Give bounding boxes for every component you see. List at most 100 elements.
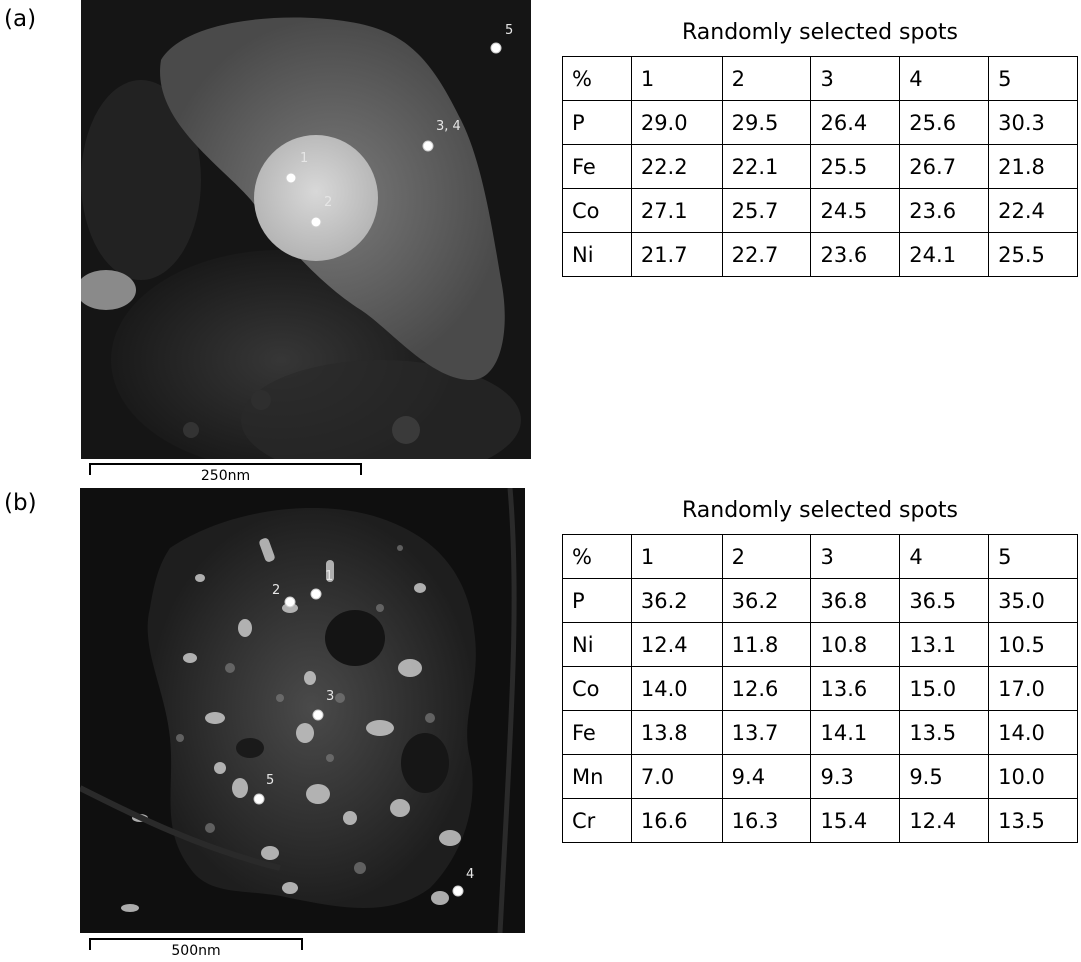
table-cell: 9.3 (810, 754, 901, 799)
panel-b-table: % 1 2 3 4 5 P 36.2 36.2 36.8 36.5 35.0 N… (562, 534, 1078, 843)
header-cell: 1 (630, 56, 723, 101)
table-header-row: % 1 2 3 4 5 (562, 56, 1078, 101)
spot-marker-5 (253, 793, 265, 805)
table-cell: 13.5 (988, 798, 1078, 843)
table-cell: 26.7 (899, 144, 990, 189)
header-cell: % (562, 56, 632, 101)
table-cell: 14.1 (810, 710, 901, 755)
panel-a-table: % 1 2 3 4 5 P 29.0 29.5 26.4 25.6 30.3 F… (562, 56, 1078, 277)
table-row: Mn 7.0 9.4 9.3 9.5 10.0 (562, 754, 1078, 799)
table-cell: 24.1 (899, 232, 990, 277)
spot-marker-4 (452, 885, 464, 897)
table-cell: 9.4 (721, 754, 812, 799)
table-cell: 13.8 (630, 710, 723, 755)
table-cell: 13.5 (899, 710, 990, 755)
table-cell: Fe (562, 710, 632, 755)
header-cell: 4 (899, 534, 990, 579)
header-cell: 5 (988, 534, 1078, 579)
table-cell: Ni (562, 232, 632, 277)
table-cell: 11.8 (721, 622, 812, 667)
table-cell: 21.7 (630, 232, 723, 277)
table-cell: 10.0 (988, 754, 1078, 799)
table-cell: 25.7 (721, 188, 812, 233)
spot-marker-3 (312, 709, 324, 721)
table-cell: Ni (562, 622, 632, 667)
header-cell: 2 (721, 534, 812, 579)
table-cell: 30.3 (988, 100, 1078, 145)
table-cell: 12.4 (630, 622, 723, 667)
table-cell: 36.2 (630, 578, 723, 623)
table-cell: 9.5 (899, 754, 990, 799)
panel-a-table-title: Randomly selected spots (681, 20, 959, 45)
table-cell: 23.6 (899, 188, 990, 233)
table-cell: 25.5 (988, 232, 1078, 277)
panel-a-scale-bar (89, 463, 362, 475)
panel-b-micrograph: 1 2 3 4 5 (80, 488, 525, 933)
table-cell: 29.5 (721, 100, 812, 145)
panel-b-scale-label: 500nm (171, 943, 221, 959)
table-cell: 13.6 (810, 666, 901, 711)
header-cell: 5 (988, 56, 1078, 101)
table-cell: 16.6 (630, 798, 723, 843)
table-row: Co 27.1 25.7 24.5 23.6 22.4 (562, 188, 1078, 233)
table-cell: 26.4 (810, 100, 901, 145)
table-cell: 21.8 (988, 144, 1078, 189)
spot-marker-5 (490, 42, 502, 54)
table-row: Cr 16.6 16.3 15.4 12.4 13.5 (562, 798, 1078, 843)
spot-label-3: 3 (326, 689, 334, 704)
table-cell: Co (562, 666, 632, 711)
spot-label-1: 1 (300, 151, 308, 166)
table-cell: P (562, 100, 632, 145)
header-cell: 4 (899, 56, 990, 101)
table-cell: 17.0 (988, 666, 1078, 711)
table-cell: 22.1 (721, 144, 812, 189)
spot-label-2: 2 (324, 195, 332, 210)
table-cell: 29.0 (630, 100, 723, 145)
table-cell: 35.0 (988, 578, 1078, 623)
table-cell: 36.5 (899, 578, 990, 623)
table-row: Co 14.0 12.6 13.6 15.0 17.0 (562, 666, 1078, 711)
table-cell: Fe (562, 144, 632, 189)
table-cell: 10.8 (810, 622, 901, 667)
table-cell: 27.1 (630, 188, 723, 233)
spot-marker-2 (284, 596, 296, 608)
table-cell: 25.5 (810, 144, 901, 189)
table-cell: 12.4 (899, 798, 990, 843)
table-row: Ni 12.4 11.8 10.8 13.1 10.5 (562, 622, 1078, 667)
table-cell: 7.0 (630, 754, 723, 799)
table-cell: 24.5 (810, 188, 901, 233)
table-cell: 14.0 (630, 666, 723, 711)
table-cell: 36.2 (721, 578, 812, 623)
table-row: P 29.0 29.5 26.4 25.6 30.3 (562, 100, 1078, 145)
spot-label-1: 1 (325, 569, 333, 584)
spot-marker-1 (310, 588, 322, 600)
table-cell: 22.4 (988, 188, 1078, 233)
spot-marker-2 (310, 216, 322, 228)
table-cell: Mn (562, 754, 632, 799)
table-cell: 22.2 (630, 144, 723, 189)
header-cell: 1 (630, 534, 723, 579)
table-cell: 16.3 (721, 798, 812, 843)
header-cell: 3 (810, 534, 901, 579)
table-cell: 14.0 (988, 710, 1078, 755)
table-row: P 36.2 36.2 36.8 36.5 35.0 (562, 578, 1078, 623)
table-cell: 22.7 (721, 232, 812, 277)
table-cell: Cr (562, 798, 632, 843)
table-cell: 13.7 (721, 710, 812, 755)
table-cell: 25.6 (899, 100, 990, 145)
table-cell: 10.5 (988, 622, 1078, 667)
table-cell: Co (562, 188, 632, 233)
spot-label-2: 2 (272, 583, 280, 598)
header-cell: 3 (810, 56, 901, 101)
table-cell: 13.1 (899, 622, 990, 667)
table-cell: 12.6 (721, 666, 812, 711)
table-cell: 15.4 (810, 798, 901, 843)
panel-b-scale-bar (89, 938, 303, 950)
spot-marker-3-4 (422, 140, 434, 152)
table-row: Ni 21.7 22.7 23.6 24.1 25.5 (562, 232, 1078, 277)
panel-a-label: (a) (4, 6, 37, 32)
table-row: Fe 13.8 13.7 14.1 13.5 14.0 (562, 710, 1078, 755)
panel-b-label: (b) (4, 490, 37, 516)
table-cell: P (562, 578, 632, 623)
table-cell: 15.0 (899, 666, 990, 711)
